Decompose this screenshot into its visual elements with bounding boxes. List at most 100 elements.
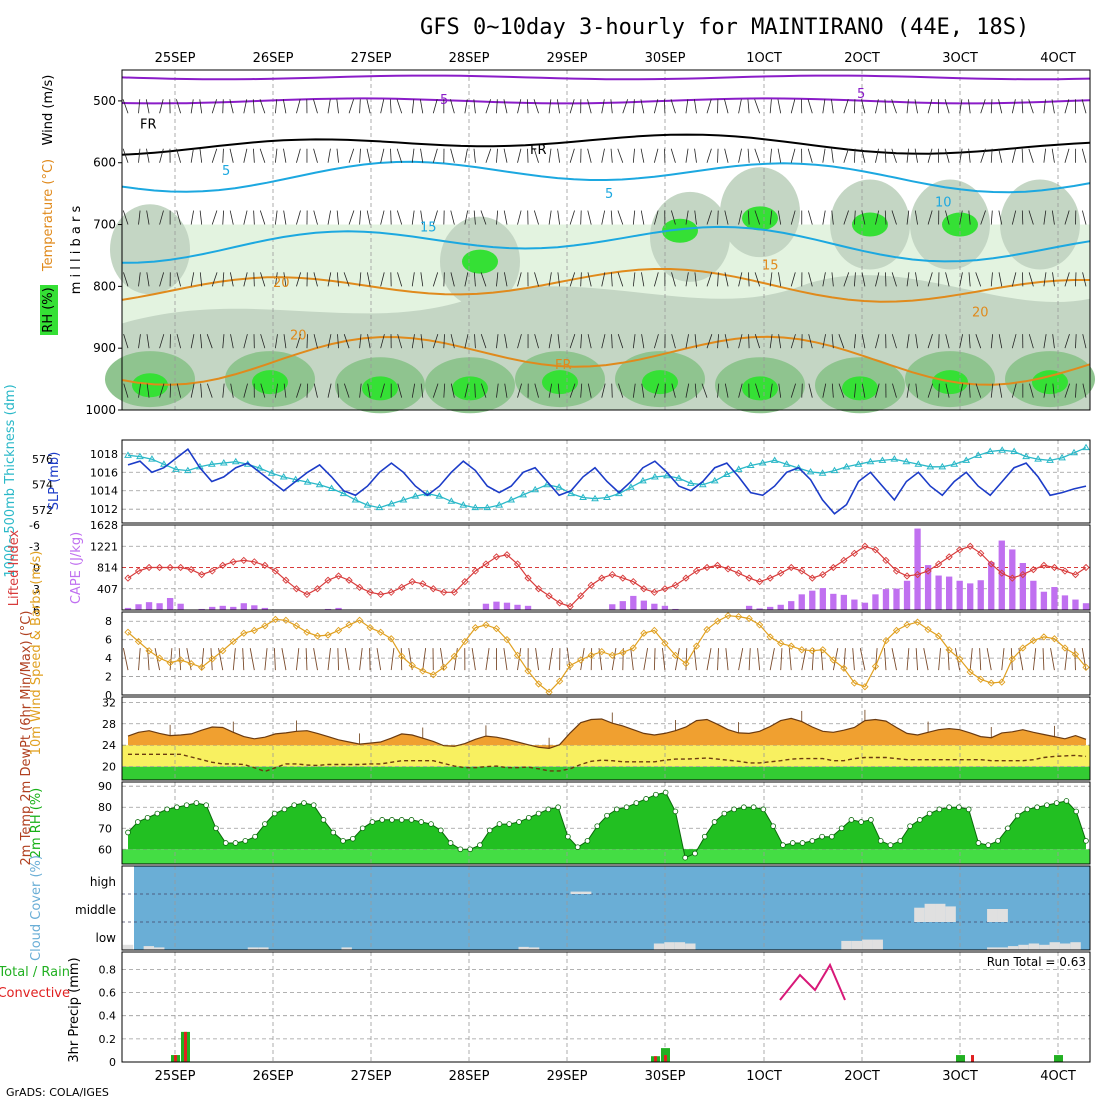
wind-speed-marker — [861, 683, 869, 691]
upper-wind-barb — [694, 99, 697, 114]
upper-wind-barb — [432, 383, 439, 398]
thickness-marker — [315, 480, 324, 488]
upper-wind-barb — [927, 383, 934, 398]
upper-wind-barb — [769, 210, 773, 225]
upper-wind-barb — [980, 148, 986, 163]
thickness-marker — [1022, 452, 1031, 460]
lifted-index-marker — [124, 574, 132, 582]
upper-wind-barb — [366, 148, 371, 163]
thickness-marker — [483, 503, 492, 511]
thickness-marker — [495, 501, 504, 508]
bottom-date-label: 25SEP — [155, 1069, 196, 1084]
upper-wind-barb — [485, 99, 492, 114]
top-date-label: 28SEP — [449, 51, 490, 66]
cape-bar — [1072, 599, 1079, 610]
wind-speed-marker — [1008, 655, 1016, 663]
upper-wind-barb — [450, 99, 455, 114]
rh-marker — [174, 804, 180, 811]
rh-marker — [330, 829, 337, 836]
wind-speed-marker — [692, 642, 701, 650]
upper-wind-barb — [717, 272, 719, 287]
upper-wind-barb — [1021, 99, 1024, 114]
upper-wind-barb — [601, 383, 606, 398]
rh2m-axis-title: 2m RH (%) — [29, 788, 44, 859]
upper-wind-barb — [569, 272, 576, 287]
rh-marker — [565, 833, 571, 840]
upper-wind-barb — [822, 210, 826, 225]
upper-wind-barb — [653, 148, 659, 163]
upper-wind-barb — [927, 334, 933, 349]
upper-wind-barb — [199, 210, 203, 225]
upper-wind-barb — [411, 210, 415, 225]
upper-wind-barb — [527, 148, 529, 163]
wind-barb — [295, 648, 300, 671]
wind-speed-marker — [408, 661, 416, 670]
lifted-index-marker — [461, 578, 469, 586]
wind-speed-marker — [313, 632, 322, 640]
upper-wind-barb — [557, 148, 561, 163]
upper-wind-barb — [914, 99, 918, 114]
wind-barb — [611, 648, 617, 671]
upper-wind-barb — [945, 210, 950, 225]
wind-speed-marker — [219, 647, 227, 655]
wind-speed-marker — [271, 615, 280, 624]
upper-wind-barb — [473, 210, 476, 225]
cape-bar — [1061, 595, 1069, 610]
cape-bar — [198, 608, 205, 610]
upper-wind-barb — [123, 272, 129, 287]
upper-wind-barb — [587, 210, 592, 225]
rh-marker — [271, 810, 278, 817]
lifted-index-marker — [513, 560, 522, 568]
upper-wind-barb — [190, 148, 194, 163]
wind-barb — [471, 648, 476, 671]
upper-wind-barb — [671, 334, 676, 349]
slp-tick-label: 1016 — [90, 466, 118, 479]
rh-marker — [447, 840, 454, 846]
upper-wind-barb — [420, 334, 424, 349]
lifted-index-marker — [240, 556, 248, 565]
rh-blob — [110, 204, 190, 295]
upper-wind-barb — [432, 99, 438, 114]
wind-speed-marker — [334, 626, 343, 635]
upper-wind-barb — [327, 334, 332, 349]
lifted-index-marker — [808, 574, 816, 582]
upper-wind-barb — [1064, 334, 1070, 349]
upper-wind-barb — [229, 148, 234, 163]
upper-wind-barb — [906, 99, 909, 114]
rh-marker — [1073, 808, 1080, 815]
lifted-index-marker — [524, 574, 532, 582]
upper-wind-barb — [146, 383, 150, 398]
rh-marker — [574, 844, 581, 850]
upper-wind-barb — [211, 148, 218, 163]
temp-band-yellow — [122, 745, 1090, 767]
wind-speed-marker — [250, 626, 258, 635]
upper-wind-barb — [450, 148, 455, 163]
upper-wind-barb — [975, 272, 982, 287]
upper-wind-barb — [601, 99, 605, 114]
wind-barb — [915, 648, 919, 671]
upper-wind-barb — [211, 210, 218, 225]
upper-wind-barb — [222, 383, 225, 398]
upper-wind-barb — [348, 99, 354, 114]
upper-wind-barb — [968, 383, 971, 398]
wind-barb — [147, 648, 150, 671]
upper-wind-barb — [145, 99, 150, 114]
thickness-marker — [399, 496, 408, 503]
upper-wind-barb — [861, 334, 866, 349]
precip-tick-label: 0 — [109, 1056, 116, 1069]
cape-bar — [619, 601, 626, 610]
thickness-marker — [172, 465, 180, 472]
upper-wind-barb — [748, 334, 750, 349]
wind-speed-marker — [987, 679, 995, 687]
wind-speed-marker — [934, 632, 943, 640]
upper-wind-barb — [694, 383, 697, 398]
upper-wind-barb — [891, 272, 897, 287]
lifted-index-marker — [882, 556, 890, 565]
upper-wind-barb — [790, 334, 796, 349]
upper-wind-barb — [1029, 383, 1034, 398]
wind-speed-marker — [787, 642, 795, 650]
thickness-marker — [231, 457, 240, 465]
upper-wind-barb — [640, 210, 645, 225]
upper-wind-barb — [975, 334, 982, 349]
upper-wind-barb — [998, 148, 1003, 163]
